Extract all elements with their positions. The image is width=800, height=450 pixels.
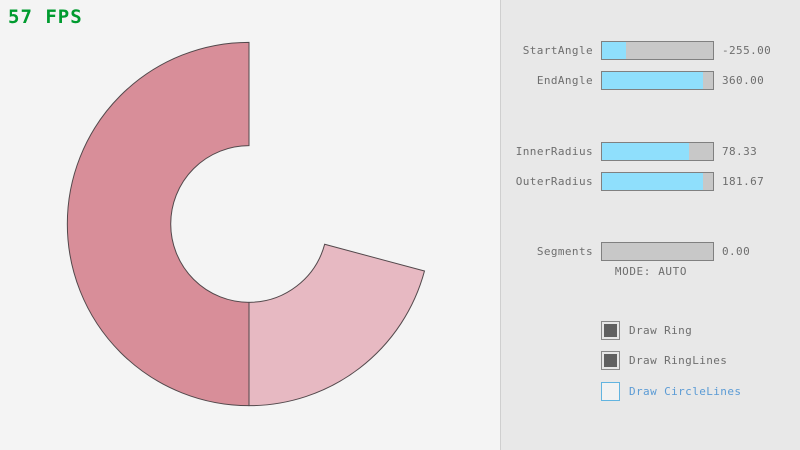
fps-counter: 57 FPS: [8, 6, 83, 28]
slider-row-innerradius[interactable]: InnerRadius 78.33: [501, 141, 800, 161]
slider-row-startangle[interactable]: StartAngle -255.00: [501, 40, 800, 60]
slider-row-outerradius[interactable]: OuterRadius 181.67: [501, 171, 800, 191]
slider-track-endangle[interactable]: [601, 70, 714, 90]
checkbox-row-draw-ring[interactable]: Draw Ring: [601, 320, 692, 340]
slider-label-outerradius: OuterRadius: [515, 174, 593, 188]
slider-value-segments: 0.00: [722, 244, 751, 258]
checkbox-row-draw-ringlines[interactable]: Draw RingLines: [601, 350, 727, 370]
slider-row-endangle[interactable]: EndAngle 360.00: [501, 70, 800, 90]
slider-fill-startangle: [602, 41, 627, 59]
slider-fill-endangle: [602, 71, 703, 89]
slider-label-segments: Segments: [536, 244, 593, 258]
checkbox-label-draw-ringlines: Draw RingLines: [629, 353, 728, 367]
checkbox-draw-circlelines[interactable]: [601, 381, 620, 401]
slider-fill-outerradius: [602, 172, 703, 190]
slider-track-segments[interactable]: [601, 241, 714, 261]
checkbox-draw-ringlines[interactable]: [601, 350, 620, 370]
render-canvas[interactable]: [0, 0, 500, 450]
slider-value-startangle: -255.00: [722, 43, 772, 57]
slider-value-innerradius: 78.33: [722, 144, 758, 158]
checkbox-label-draw-ring: Draw Ring: [629, 323, 693, 337]
checkbox-row-draw-circlelines[interactable]: Draw CircleLines: [601, 381, 741, 401]
controls-panel: StartAngle -255.00 EndAngle 360.00 Inner…: [500, 0, 800, 450]
slider-track-startangle[interactable]: [601, 40, 714, 60]
slider-label-innerradius: InnerRadius: [515, 144, 593, 158]
slider-track-innerradius[interactable]: [601, 141, 714, 161]
mode-text: MODE: AUTO: [614, 265, 688, 278]
slider-label-endangle: EndAngle: [536, 73, 593, 87]
checkbox-draw-ring[interactable]: [601, 320, 620, 340]
ring-chart: [66, 41, 426, 407]
ring-segment-1: [66, 41, 250, 407]
ring-segment-2: [248, 243, 426, 407]
slider-label-startangle: StartAngle: [522, 43, 593, 57]
slider-fill-innerradius: [602, 142, 689, 160]
checkbox-label-draw-circlelines: Draw CircleLines: [629, 384, 742, 398]
slider-value-endangle: 360.00: [722, 73, 765, 87]
slider-track-outerradius[interactable]: [601, 171, 714, 191]
slider-value-outerradius: 181.67: [722, 174, 765, 188]
slider-row-segments[interactable]: Segments 0.00: [501, 241, 800, 261]
